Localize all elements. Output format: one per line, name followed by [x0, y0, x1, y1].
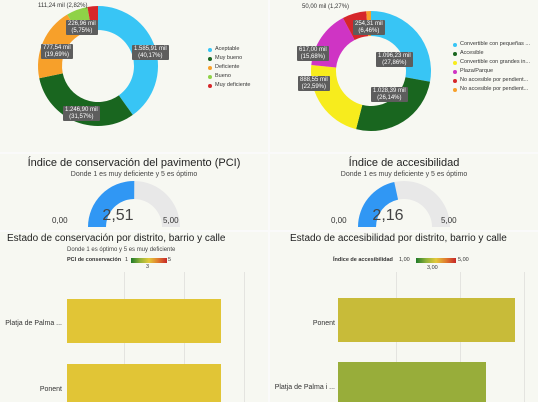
- bar-category-label[interactable]: Ponent: [312, 320, 335, 327]
- panel-pie-accessibility: 50,00 mil (1,27%) 254,31 mil (6,46%) 617…: [270, 0, 538, 152]
- legend-dot: [453, 69, 457, 74]
- pie-slice[interactable]: [371, 11, 431, 82]
- legend-item[interactable]: No accesible por pendient...: [453, 76, 530, 85]
- pie-slice[interactable]: [39, 73, 133, 127]
- bars-legend-mid: 3,00: [427, 265, 438, 271]
- legend-label: Convertible con grandes in...: [460, 59, 531, 65]
- gauge-fill: [358, 182, 399, 227]
- legend-dot: [208, 47, 212, 52]
- pie-label-muy-bueno: 1.246,90 mil (31,57%): [63, 106, 100, 121]
- pie-slice[interactable]: [356, 77, 431, 132]
- gauge-fill: [88, 181, 135, 227]
- bars-title: Estado de conservación por distrito, bar…: [7, 233, 226, 244]
- bars-legend-mid: 3: [146, 264, 150, 270]
- gauge-max: 5,00: [441, 216, 457, 225]
- legend-item[interactable]: Deficiente: [208, 63, 250, 72]
- bars-subtitle: Donde 1 es óptimo y 5 es muy deficiente: [67, 247, 176, 253]
- legend-item[interactable]: Muy deficiente: [208, 81, 250, 90]
- gauge-max: 5,00: [163, 216, 179, 225]
- panel-bars-conservation: Estado de conservación por distrito, bar…: [0, 232, 268, 402]
- bars-legend-min: 1: [125, 257, 129, 263]
- pie-label-no-accesible-1: 254,31 mil (6,46%): [353, 20, 385, 35]
- pie-legend-accessibility: Convertible con pequeñas ... Accesible C…: [453, 40, 530, 94]
- legend-dot: [453, 87, 457, 92]
- bar[interactable]: [338, 362, 487, 402]
- legend-dot: [208, 65, 212, 70]
- legend-dot: [208, 56, 212, 61]
- gauge-value: 2,16: [372, 207, 404, 224]
- bars-legend-label: PCI de conservación: [67, 257, 122, 263]
- grid-line: [524, 272, 525, 402]
- pie-label-accesible: 1.028,39 mil (26,14%): [371, 87, 408, 102]
- panel-gauge-pci: Índice de conservación del pavimento (PC…: [0, 154, 268, 230]
- gauge-pci[interactable]: [0, 154, 268, 230]
- gauge-title: Índice de accesibilidad: [348, 157, 460, 169]
- legend-item[interactable]: Accesible: [453, 49, 530, 58]
- divider: [268, 0, 270, 402]
- legend-dot: [453, 51, 457, 56]
- gauge-min: 0,00: [52, 216, 68, 225]
- legend-label: Accesible: [460, 50, 484, 56]
- legend-dot: [453, 60, 457, 65]
- pie-label-bueno: 226,96 mil (5,75%): [66, 20, 98, 35]
- legend-item[interactable]: Plaza/Parque: [453, 67, 530, 76]
- legend-item[interactable]: Convertible con pequeñas ...: [453, 40, 530, 49]
- panel-bars-accessibility: Estado de accesibilidad por distrito, ba…: [270, 232, 538, 402]
- grid-line: [244, 272, 245, 402]
- bars-legend-max: 5,00: [458, 257, 469, 263]
- gauge-title: Índice de conservación del pavimento (PC…: [27, 157, 241, 169]
- legend-label: Deficiente: [215, 64, 240, 70]
- bars-legend-min: 1,00: [399, 257, 410, 263]
- pie-label-aceptable: 1.585,91 mil (40,17%): [132, 45, 169, 60]
- gauge-accessibility[interactable]: [270, 154, 538, 230]
- legend-item[interactable]: Convertible con grandes in...: [453, 58, 530, 67]
- legend-dot: [208, 83, 212, 88]
- pie-label-deficiente: 777,54 mil (19,69%): [41, 44, 73, 59]
- pie-label-plaza: 617,00 mil (15,68%): [297, 46, 329, 61]
- bar-category-label[interactable]: Platja de Palma ...: [5, 320, 62, 327]
- legend-dot: [208, 74, 212, 79]
- pie-slice[interactable]: [98, 6, 159, 115]
- bars-legend-label: Índice de accesibilidad: [333, 257, 393, 263]
- pie-legend-conservation: Aceptable Muy bueno Deficiente Bueno Muy…: [208, 45, 250, 90]
- legend-label: Bueno: [215, 73, 231, 79]
- gauge-min: 0,00: [331, 216, 347, 225]
- bars-title: Estado de accesibilidad por distrito, ba…: [290, 233, 507, 244]
- bar[interactable]: [67, 299, 221, 343]
- bars-legend-gradient: [416, 258, 456, 263]
- panel-pie-conservation: 111,24 mil (2,82%) 226,96 mil (5,75%) 77…: [0, 0, 268, 152]
- legend-dot: [453, 78, 457, 83]
- legend-item[interactable]: No accesible por pendient...: [453, 85, 530, 94]
- pie-label-no-accesible-2: 50,00 mil (1,27%): [302, 4, 350, 10]
- bar[interactable]: [67, 364, 221, 402]
- pie-label-muy-deficiente: 111,24 mil (2,82%): [38, 3, 88, 9]
- bar-category-label[interactable]: Platja de Palma i ...: [274, 384, 335, 391]
- legend-label: No accesible por pendient...: [460, 86, 529, 92]
- bar[interactable]: [338, 298, 515, 342]
- legend-label: Plaza/Parque: [460, 68, 494, 74]
- bars-legend-max: 5: [168, 257, 172, 263]
- bars-legend-gradient: [131, 258, 167, 263]
- legend-label: Muy bueno: [215, 55, 243, 61]
- legend-item[interactable]: Muy bueno: [208, 54, 250, 63]
- legend-item[interactable]: Bueno: [208, 72, 250, 81]
- legend-dot: [453, 42, 457, 47]
- gauge-subtitle: Donde 1 es muy deficiente y 5 es óptimo: [70, 171, 198, 178]
- pie-slice[interactable]: [311, 65, 363, 130]
- legend-label: Convertible con pequeñas ...: [460, 41, 531, 47]
- legend-item[interactable]: Aceptable: [208, 45, 250, 54]
- panel-gauge-accessibility: Índice de accesibilidad Donde 1 es muy d…: [270, 154, 538, 230]
- gauge-subtitle: Donde 1 es muy deficiente y 5 es óptimo: [340, 171, 468, 178]
- legend-label: Aceptable: [215, 46, 240, 52]
- bar-category-label[interactable]: Ponent: [39, 386, 62, 393]
- gauge-value: 2,51: [102, 207, 134, 224]
- legend-label: Muy deficiente: [215, 82, 251, 88]
- pie-label-conv-pequenas: 1.096,23 mil (27,86%): [376, 52, 413, 67]
- legend-label: No accesible por pendient...: [460, 77, 529, 83]
- pie-label-conv-grandes: 888,55 mil (22,59%): [298, 76, 330, 91]
